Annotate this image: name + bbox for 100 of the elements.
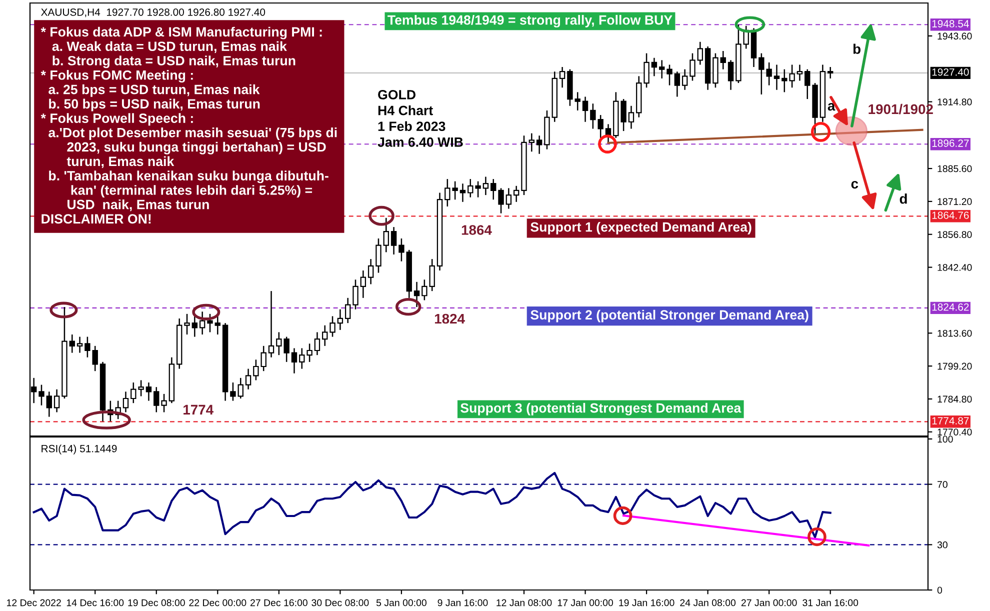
x-tick-label: 9 Jan 16:00 (438, 599, 488, 606)
annotation: Support 3 (potential Strongest Demand Area (460, 402, 742, 416)
annotation: d (900, 194, 907, 204)
ref-line-label: 1864.76 (932, 212, 969, 219)
candlestick (414, 281, 420, 308)
candlestick (697, 41, 703, 66)
candlestick (146, 382, 152, 402)
candlestick (498, 188, 504, 214)
candlestick (827, 66, 834, 80)
y-tick-label: 1856.80 (938, 231, 972, 238)
x-tick-label: 12 Dec 2022 (7, 599, 61, 606)
candlestick (130, 382, 136, 404)
candlestick (559, 66, 566, 88)
candlestick (574, 92, 580, 112)
y-tick-label: 70 (938, 481, 948, 488)
candlestick (506, 188, 512, 210)
candlestick (513, 185, 520, 203)
x-tick-label: 24 Jan 08:00 (680, 599, 736, 606)
annotation: a (828, 103, 836, 111)
ref-line-label: 1948.54 (932, 20, 969, 28)
candlestick (651, 57, 658, 77)
ref-line-label: 1824.62 (932, 303, 969, 311)
candlestick (468, 178, 474, 198)
x-tick-label: 30 Dec 08:00 (312, 599, 369, 606)
x-tick-label: 17 Jan 00:00 (558, 599, 613, 606)
candlestick (720, 50, 726, 70)
candlestick (322, 324, 328, 347)
x-tick-label: 22 Dec 00:00 (189, 599, 246, 606)
candlestick (245, 368, 252, 390)
x-tick-label: 5 Jan 00:00 (376, 599, 426, 606)
annotation: Support 1 (expected Demand Area) (530, 222, 752, 234)
candlestick (238, 377, 244, 400)
candlestick (122, 391, 129, 413)
candlestick (682, 68, 688, 90)
y-tick-label: 1885.60 (938, 165, 972, 172)
candlestick (154, 386, 160, 413)
text: * Fokus data ADP & ISM Manufacturing PMI : a. Weak data = USD turun, Emas naik b. Strong data = USD naik, Emas turun * Fokus FOMC Meeting : a. 25 bps = USD turun, Emas naik b. 50 bps = USD naik, Emas turun * Fokus Powell Speech : a.'Dot plot Desember masih sesuai' (75 bps di 2023, suku bunga tinggi bertahan) = USD turun, Emas naik b. 'Tambahan kenaikan suku bunga dibutuh- kan' (terminal rates lebih dari 5.25%) = USD naik, Emas turun DISCLAIMER ON! (40, 26, 337, 224)
candlestick (728, 60, 734, 90)
candlestick (38, 384, 44, 406)
annotation: GOLD H4 Chart 1 Feb 2023 Jam 6.40 WIB (378, 90, 463, 147)
candlestick (782, 68, 788, 93)
x-tick-label: 12 Jan 08:00 (496, 599, 552, 606)
y-tick-label: 1770.40 (938, 428, 972, 436)
candlestick (582, 96, 588, 123)
candlestick (161, 393, 167, 413)
candlestick (352, 279, 358, 310)
x-tick-label: 27 Dec 16:00 (250, 599, 308, 606)
candlestick (789, 64, 795, 88)
y-tick-label: 1842.40 (938, 264, 972, 271)
candlestick (344, 297, 351, 324)
ref-line-label: 1927.40 (932, 68, 969, 76)
candlestick (306, 343, 312, 363)
candlestick (230, 382, 236, 402)
y-tick-label: 1871.20 (938, 198, 972, 206)
candlestick (475, 180, 481, 198)
x-tick-label: 14 Dec 16:00 (66, 599, 124, 606)
candlestick (192, 316, 198, 338)
candlestick (482, 176, 489, 196)
x-tick-label: 27 Jan 00:00 (741, 599, 797, 606)
candlestick (207, 313, 213, 333)
candlestick (528, 132, 535, 152)
annotation: RSI(14) 51.1449 (42, 444, 117, 454)
annotation: XAUUSD,H4 1927.70 1928.00 1926.80 1927.40 (41, 8, 266, 18)
candlestick (674, 70, 680, 98)
annotation: 1864 (462, 225, 492, 235)
y-tick-label: 30 (937, 541, 948, 548)
candlestick (76, 336, 83, 354)
candlestick (330, 316, 336, 338)
candlestick (314, 332, 320, 356)
candlestick (360, 270, 366, 299)
annotation: c (851, 180, 858, 189)
candlestick (299, 348, 305, 370)
x-tick-label: 19 Dec 08:00 (128, 599, 185, 606)
y-tick-label: 1914.80 (938, 98, 972, 106)
candlestick (54, 388, 60, 413)
candlestick (666, 64, 672, 86)
y-tick-label: 1799.20 (938, 362, 972, 370)
y-tick-label: 100 (938, 436, 953, 443)
candlestick (138, 380, 144, 397)
ref-line-label: 1774.87 (932, 417, 969, 424)
y-tick-label: 0 (937, 586, 942, 594)
y-tick-label: 1813.60 (938, 330, 972, 337)
candlestick (337, 308, 344, 331)
annotation: Tembus 1948/1949 = strong rally, Follow BUY (388, 14, 672, 28)
candlestick (536, 134, 542, 155)
candlestick (46, 391, 52, 418)
candlestick (214, 316, 220, 336)
candlestick (690, 52, 696, 82)
candlestick (390, 226, 397, 256)
candlestick (199, 311, 206, 336)
y-tick-label: 1943.60 (938, 32, 972, 40)
x-tick-label: 19 Jan 16:00 (619, 599, 674, 606)
annotation: 1824 (434, 314, 465, 324)
ref-line-label: 1896.27 (932, 140, 969, 147)
candlestick (460, 182, 466, 203)
candlestick (368, 258, 374, 285)
annotation: Support 2 (potential Stronger Demand Area) (530, 310, 808, 322)
candlestick (398, 238, 404, 262)
candlestick (774, 64, 780, 90)
candlestick (804, 68, 810, 100)
